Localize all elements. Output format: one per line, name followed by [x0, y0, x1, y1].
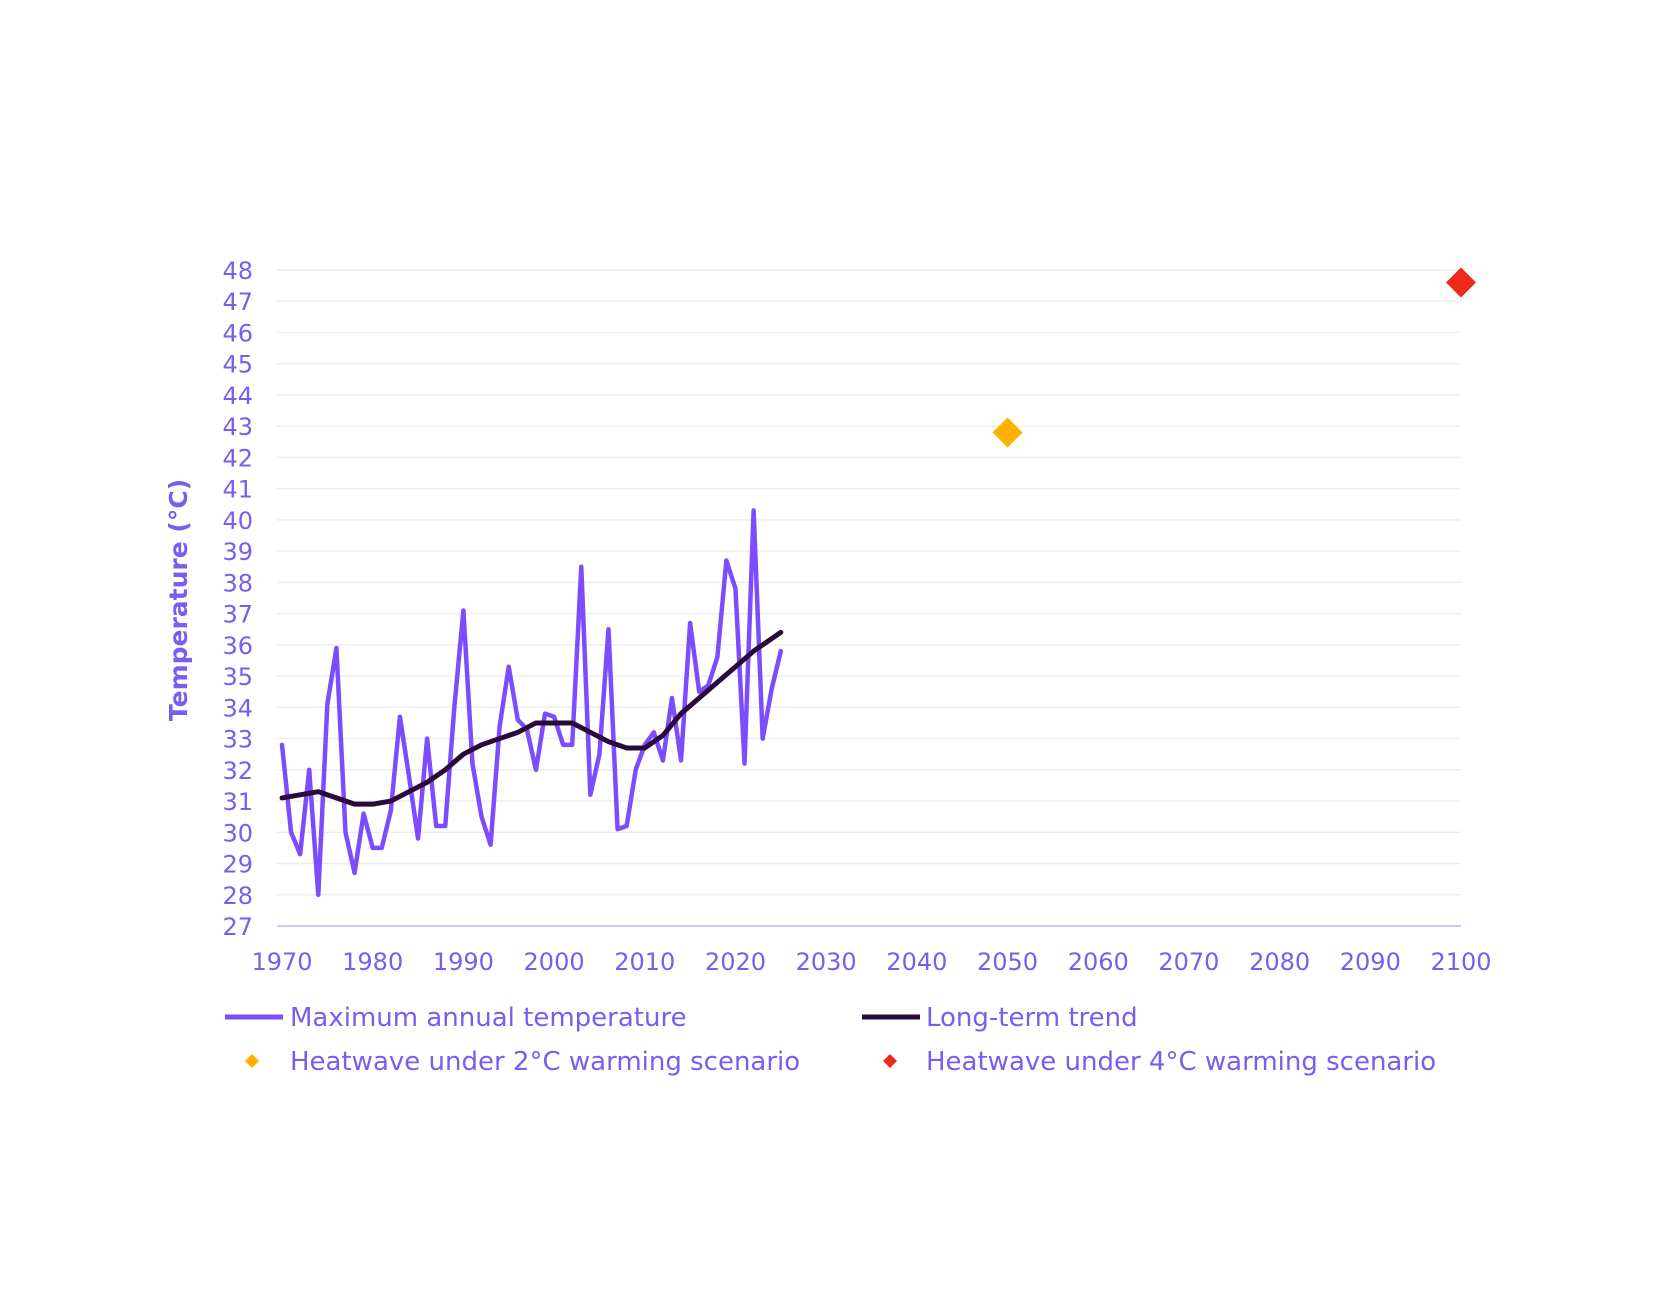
x-tick-label: 2100	[1430, 948, 1491, 976]
long-term-trend-line	[279, 629, 784, 807]
y-tick-label: 33	[222, 726, 253, 754]
legend-2c-scenario: Heatwave under 2°C warming scenario	[245, 1047, 800, 1077]
x-tick-label: 1970	[251, 948, 312, 976]
legend: Maximum annual temperature Long-term tren…	[225, 1003, 1436, 1077]
legend-label: Maximum annual temperature	[290, 1003, 687, 1033]
y-tick-label: 44	[222, 382, 253, 410]
y-axis-label: Temperature (°C)	[164, 479, 193, 721]
scenario-markers	[992, 267, 1476, 448]
y-tick-label: 28	[222, 882, 253, 910]
x-tick-label: 1990	[433, 948, 494, 976]
x-tick-label: 2020	[705, 948, 766, 976]
y-tick-label: 45	[222, 351, 253, 379]
legend-long-term-trend: Long-term trend	[862, 1003, 1138, 1033]
legend-label: Long-term trend	[926, 1003, 1138, 1033]
y-tick-label: 31	[222, 788, 253, 816]
x-tick-label: 1980	[342, 948, 403, 976]
y-tick-label: 48	[222, 257, 253, 285]
legend-max-temperature: Maximum annual temperature	[225, 1003, 687, 1033]
series	[279, 508, 784, 898]
y-tick-label: 41	[222, 476, 253, 504]
legend-4c-scenario: Heatwave under 4°C warming scenario	[883, 1047, 1436, 1077]
max-temperature-line	[279, 508, 784, 898]
y-tick-label: 40	[222, 507, 253, 535]
x-tick-label: 2000	[524, 948, 585, 976]
x-tick-label: 2050	[977, 948, 1038, 976]
axes: 27 28 29 30 31 32 33 34 35 36 37 38 39 40 41 42 43 44 45 46…	[222, 257, 1491, 976]
y-tick-label: 36	[222, 632, 253, 660]
y-tick-label: 43	[222, 413, 253, 441]
x-tick-label: 2030	[796, 948, 857, 976]
y-tick-label: 29	[222, 851, 253, 879]
legend-swatch	[883, 1054, 897, 1068]
x-tick-label: 2090	[1340, 948, 1401, 976]
y-tick-label: 47	[222, 288, 253, 316]
x-tick-label: 2060	[1068, 948, 1129, 976]
scenario-marker-2100	[1446, 267, 1476, 298]
scenario-marker-2050	[992, 417, 1023, 448]
y-tick-label: 34	[222, 694, 253, 722]
y-tick-label: 46	[222, 319, 253, 347]
y-tick-label: 32	[222, 757, 253, 785]
y-tick-label: 38	[222, 569, 253, 597]
y-tick-label: 35	[222, 663, 253, 691]
x-tick-label: 2010	[614, 948, 675, 976]
y-tick-label: 39	[222, 538, 253, 566]
y-tick-label: 27	[222, 913, 253, 941]
legend-label: Heatwave under 2°C warming scenario	[290, 1047, 800, 1077]
y-tick-label: 37	[222, 601, 253, 629]
grid-lines	[277, 269, 1461, 896]
y-tick-label: 42	[222, 444, 253, 472]
legend-label: Heatwave under 4°C warming scenario	[926, 1047, 1436, 1077]
x-tick-label: 2070	[1158, 948, 1219, 976]
legend-swatch	[245, 1054, 259, 1068]
x-tick-label: 2040	[886, 948, 947, 976]
x-tick-label: 2080	[1249, 948, 1310, 976]
y-tick-label: 30	[222, 819, 253, 847]
